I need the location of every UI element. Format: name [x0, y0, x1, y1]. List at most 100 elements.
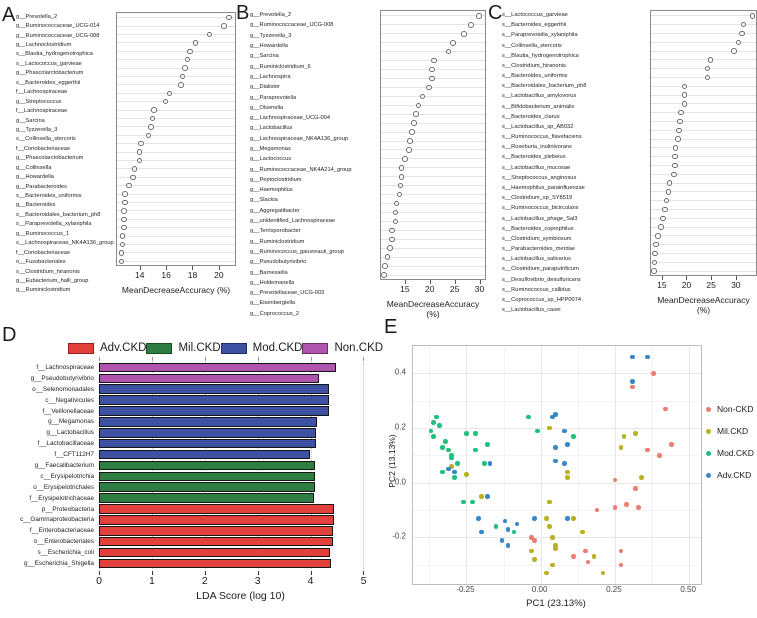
gridline	[117, 227, 235, 229]
taxon-label: g__Lactobacillus	[46, 429, 94, 437]
panel-d-letter: D	[2, 324, 17, 346]
gridline	[651, 33, 756, 34]
data-point	[455, 461, 460, 466]
gridline	[651, 50, 756, 52]
data-point	[630, 379, 635, 384]
data-point	[511, 529, 517, 535]
taxon-label: g__Tyzzerella_3	[250, 32, 292, 39]
lda-bar	[99, 515, 335, 525]
lda-bar	[99, 428, 317, 438]
major-gridline	[614, 346, 616, 584]
data-point	[136, 149, 143, 155]
x-tick-label: 14	[135, 270, 145, 280]
taxon-label: s__Escherichia_coli	[37, 549, 94, 557]
lda-bar	[99, 460, 315, 471]
lda-bar	[99, 406, 330, 416]
x-tick	[192, 266, 194, 270]
gridline	[117, 193, 235, 195]
taxon-label: g__Howardella	[16, 174, 54, 181]
data-point	[452, 469, 457, 475]
data-point	[651, 259, 658, 266]
data-point	[473, 431, 478, 436]
x-tick-label: 20	[214, 270, 224, 280]
panel-e-y-ticks: -0.2 0.0 0.2 0.4	[384, 345, 410, 583]
panel-d-x-axis: 0 1 2 3 4 5	[2, 570, 382, 589]
data-point	[550, 414, 555, 420]
data-point	[612, 505, 618, 510]
legend-swatch	[302, 342, 329, 354]
gridline	[651, 68, 756, 70]
data-point	[547, 524, 552, 529]
taxon-label: s__Bacteroides_eggerthii	[502, 22, 567, 29]
taxon-label: s__Lactococcus_garvieae	[16, 60, 82, 67]
gridline	[117, 235, 235, 237]
taxon-label: s__Lactobacillus_amylovorus	[502, 93, 577, 100]
data-point	[600, 570, 606, 576]
x-tick	[735, 276, 737, 280]
legend-item: Mil.CKD	[146, 342, 221, 354]
panel-a-x-axis-title: MeanDecreaseAccuracy (%)	[121, 285, 231, 295]
taxon-label: g__Lactobacillus	[250, 125, 293, 132]
taxon-label: o__Fusobacteriales	[16, 259, 66, 266]
gridline	[117, 134, 235, 136]
bar-row: g__Pseudobutyrivibrio	[2, 373, 382, 384]
data-point	[654, 233, 661, 239]
data-point	[384, 254, 391, 260]
data-point	[624, 502, 630, 507]
major-gridline	[413, 537, 701, 539]
bar-row: f__Lachnospiraceae	[2, 362, 382, 373]
bar-track	[99, 416, 382, 427]
data-point	[618, 562, 624, 568]
data-point	[704, 74, 711, 81]
x-tick	[139, 266, 141, 270]
x-tick-label: 4	[307, 574, 314, 587]
taxon-label: g__Lachnospira	[250, 73, 291, 80]
bar-track	[99, 504, 382, 515]
taxon-label: g__Ruminiclostridium	[16, 287, 71, 294]
taxon-label: g__Olsenella	[250, 104, 284, 111]
legend-swatch	[68, 342, 94, 354]
data-point	[739, 30, 745, 37]
taxon-label: s__Desulfovibrio_desulfuricans	[502, 276, 581, 283]
x-tick	[204, 570, 206, 575]
x-tick-label: 18	[187, 270, 198, 280]
taxon-label: g__Pseudobutyrivibrio	[30, 374, 94, 382]
taxon-label: s__Lactobacillus_sp_AB032	[502, 123, 574, 130]
taxon-label: g__Paraprevotella	[250, 94, 297, 101]
bar-track	[99, 525, 382, 536]
major-gridline	[540, 346, 542, 584]
taxon-label: g__Barnesiella	[250, 269, 288, 276]
bar-row: g__Lactobacillus	[2, 427, 382, 438]
data-point	[178, 82, 184, 88]
taxon-label: o__Selenomonadales	[32, 385, 94, 393]
data-point	[630, 384, 635, 390]
data-point	[630, 354, 635, 360]
gridline	[381, 274, 485, 276]
bar-track	[99, 438, 382, 449]
bar-track	[99, 373, 382, 384]
lda-bar	[99, 384, 330, 394]
lda-bar	[99, 547, 331, 558]
data-point	[151, 107, 157, 113]
gridline	[381, 256, 485, 258]
panel-d: D Adv.CKD Mil.CKD Mod.CKD Non.CKD f__Lachno…	[2, 324, 383, 602]
data-point	[484, 442, 490, 447]
taxon-label: g__Faecalibacterium	[34, 461, 94, 469]
data-point	[553, 546, 558, 551]
data-point	[484, 494, 490, 499]
data-point	[148, 124, 154, 130]
data-point	[187, 48, 193, 55]
gridline	[381, 212, 485, 213]
data-point	[672, 145, 679, 151]
gridline	[117, 160, 235, 161]
gridline	[117, 260, 235, 262]
panel-c-plot-area	[650, 10, 757, 276]
gridline	[117, 59, 235, 61]
minor-gridline	[429, 346, 431, 584]
major-gridline	[413, 428, 701, 430]
data-point	[411, 120, 417, 126]
data-point	[452, 475, 457, 480]
x-tick	[404, 280, 406, 284]
taxon-label: g__Collinsella	[16, 164, 52, 171]
data-point	[553, 412, 558, 417]
